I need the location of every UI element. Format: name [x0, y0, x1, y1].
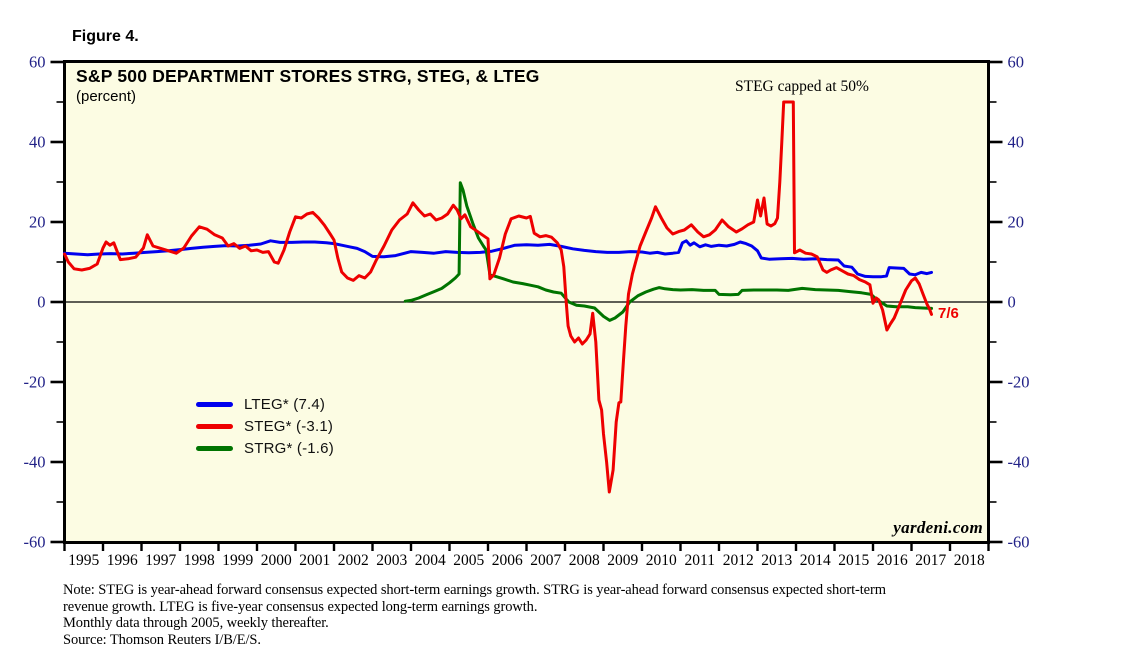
y-axis-label-left: 40 — [29, 133, 46, 152]
x-axis-year-label: 2006 — [492, 552, 523, 569]
y-axis-label-left: -60 — [24, 533, 46, 552]
annotation-steg-capped: STEG capped at 50% — [735, 78, 869, 95]
x-axis-year-label: 2018 — [954, 552, 985, 569]
y-axis-label-right: 20 — [1008, 213, 1025, 232]
x-axis-year-label: 2014 — [800, 552, 831, 569]
x-axis-year-label: 2017 — [915, 552, 946, 569]
x-axis-year-label: 2013 — [761, 552, 792, 569]
legend-swatch-strg — [196, 446, 233, 451]
x-axis-year-label: 2007 — [530, 552, 561, 569]
footnotes: Note: STEG is year-ahead forward consens… — [63, 582, 886, 648]
series-strg-line — [403, 181, 933, 322]
x-axis-year-label: 2003 — [376, 552, 407, 569]
x-axis-year-label: 2012 — [723, 552, 754, 569]
x-axis-year-label: 2001 — [299, 552, 330, 569]
y-axis-label-left: 0 — [37, 293, 45, 312]
x-axis-year-label: 1998 — [184, 552, 215, 569]
y-axis-label-left: 20 — [29, 213, 46, 232]
y-axis-label-right: 0 — [1008, 293, 1016, 312]
legend: LTEG* (7.4) STEG* (-3.1) STRG* (-1.6) — [196, 396, 334, 462]
latest-date-label: 7/6 — [938, 305, 959, 322]
y-axis-label-left: -20 — [24, 373, 46, 392]
x-axis-year-label: 2005 — [453, 552, 484, 569]
y-axis-label-left: 60 — [29, 53, 46, 72]
watermark-yardeni: yardeni.com — [893, 518, 983, 537]
x-axis-year-label: 2010 — [646, 552, 677, 569]
x-axis-year-label: 1995 — [68, 552, 99, 569]
legend-swatch-steg — [196, 424, 233, 429]
y-axis-label-right: -20 — [1008, 373, 1030, 392]
series-steg-line — [63, 100, 933, 494]
legend-label-steg: STEG* (-3.1) — [244, 418, 334, 435]
legend-label-lteg: LTEG* (7.4) — [244, 396, 326, 413]
y-axis-label-right: 60 — [1008, 53, 1025, 72]
legend-row-lteg: LTEG* (7.4) — [196, 396, 334, 413]
x-axis-year-label: 2000 — [261, 552, 292, 569]
note-line-3: Monthly data through 2005, weekly therea… — [63, 615, 329, 631]
y-axis-label-right: -40 — [1008, 453, 1030, 472]
x-axis-year-label: 1997 — [145, 552, 176, 569]
chart-title: S&P 500 DEPARTMENT STORES STRG, STEG, & … — [76, 66, 540, 86]
note-line-4: Source: Thomson Reuters I/B/E/S. — [63, 631, 261, 648]
figure-label: Figure 4. — [72, 28, 139, 45]
legend-row-strg: STRG* (-1.6) — [196, 440, 334, 457]
y-axis-label-right: -60 — [1008, 533, 1030, 552]
x-axis-year-label: 2015 — [838, 552, 869, 569]
chart-subtitle: (percent) — [76, 88, 137, 105]
x-axis-year-label: 2004 — [415, 552, 446, 569]
note-line-2: revenue growth. LTEG is five-year consen… — [63, 598, 538, 615]
x-axis-year-label: 1996 — [107, 552, 138, 569]
x-axis-year-label: 2011 — [685, 552, 715, 569]
legend-swatch-lteg — [196, 402, 233, 407]
x-axis-year-label: 1999 — [222, 552, 253, 569]
legend-row-steg: STEG* (-3.1) — [196, 418, 334, 435]
x-axis-year-label: 2008 — [569, 552, 600, 569]
note-line-1: Note: STEG is year-ahead forward consens… — [63, 582, 886, 598]
x-axis-year-label: 2016 — [877, 552, 908, 569]
y-axis-label-right: 40 — [1008, 133, 1025, 152]
y-axis-label-left: -40 — [24, 453, 46, 472]
x-axis-year-label: 2002 — [338, 552, 369, 569]
x-axis-year-label: 2009 — [607, 552, 638, 569]
legend-label-strg: STRG* (-1.6) — [244, 440, 334, 457]
